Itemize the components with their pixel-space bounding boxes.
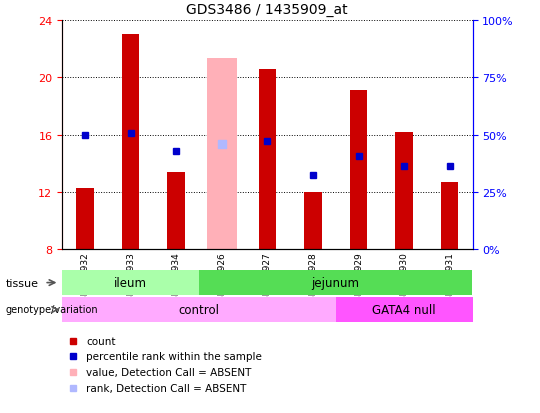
Text: rank, Detection Call = ABSENT: rank, Detection Call = ABSENT	[86, 383, 247, 393]
Text: tissue: tissue	[5, 278, 38, 288]
Bar	[441, 183, 458, 250]
Bar	[207, 59, 237, 250]
Text: GATA4 null: GATA4 null	[372, 303, 436, 316]
Bar	[304, 192, 321, 250]
Bar	[76, 188, 93, 250]
Text: control: control	[178, 303, 219, 316]
Bar	[259, 69, 276, 250]
Bar	[62, 297, 336, 322]
Bar	[336, 297, 472, 322]
Text: percentile rank within the sample: percentile rank within the sample	[86, 351, 262, 361]
Bar	[350, 91, 367, 250]
Text: ileum: ileum	[114, 276, 147, 290]
Bar	[62, 271, 199, 295]
Text: genotype/variation: genotype/variation	[5, 305, 98, 315]
Text: count: count	[86, 336, 116, 346]
Title: GDS3486 / 1435909_at: GDS3486 / 1435909_at	[186, 3, 348, 17]
Text: value, Detection Call = ABSENT: value, Detection Call = ABSENT	[86, 367, 252, 377]
Bar	[167, 173, 185, 250]
Text: jejunum: jejunum	[312, 276, 360, 290]
Bar	[199, 271, 472, 295]
Bar	[395, 133, 413, 250]
Bar	[122, 35, 139, 250]
